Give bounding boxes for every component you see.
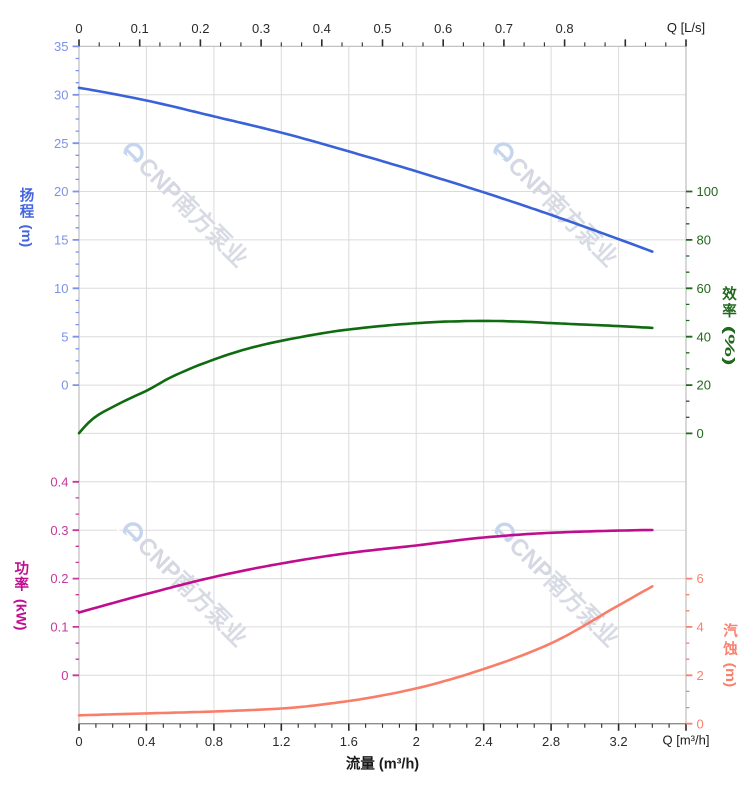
svg-text:25: 25 (54, 136, 68, 151)
svg-text:0.2: 0.2 (191, 21, 209, 36)
svg-text:0.2: 0.2 (50, 571, 68, 586)
svg-text:3.2: 3.2 (610, 734, 628, 749)
svg-text:35: 35 (54, 39, 68, 54)
svg-text:60: 60 (697, 281, 711, 296)
svg-text:0: 0 (75, 21, 82, 36)
svg-text:Q [L/s]: Q [L/s] (667, 20, 705, 35)
svg-text:100: 100 (697, 184, 719, 199)
svg-text:率: 率 (722, 302, 737, 320)
svg-text:0: 0 (697, 716, 704, 731)
svg-text:0: 0 (61, 378, 68, 393)
svg-text:(m): (m) (723, 663, 738, 688)
svg-text:扬: 扬 (20, 187, 35, 205)
svg-text:2.8: 2.8 (542, 734, 560, 749)
svg-text:Q [m³/h]: Q [m³/h] (663, 733, 710, 748)
svg-text:0.6: 0.6 (434, 21, 452, 36)
svg-text:(m): (m) (19, 225, 34, 248)
svg-text:0.5: 0.5 (373, 21, 391, 36)
svg-text:0.3: 0.3 (50, 523, 68, 538)
svg-text:效: 效 (722, 285, 737, 303)
svg-text:0.8: 0.8 (556, 21, 574, 36)
svg-text:0: 0 (697, 426, 704, 441)
svg-text:30: 30 (54, 87, 68, 102)
svg-text:20: 20 (54, 184, 68, 199)
svg-text:15: 15 (54, 233, 68, 248)
svg-text:5: 5 (61, 329, 68, 344)
svg-text:0.4: 0.4 (313, 21, 331, 36)
svg-text:0.7: 0.7 (495, 21, 513, 36)
svg-text:6: 6 (697, 571, 704, 586)
svg-text:20: 20 (697, 378, 711, 393)
svg-text:80: 80 (697, 233, 711, 248)
svg-text:1.2: 1.2 (272, 734, 290, 749)
svg-text:蚀: 蚀 (722, 640, 738, 658)
svg-text:0.1: 0.1 (50, 620, 68, 635)
svg-text:0.8: 0.8 (205, 734, 223, 749)
svg-text:4: 4 (697, 620, 704, 635)
svg-text:率: 率 (15, 576, 30, 594)
svg-text:1.6: 1.6 (340, 734, 358, 749)
svg-text:0.3: 0.3 (252, 21, 270, 36)
svg-text:0.1: 0.1 (131, 21, 149, 36)
svg-text:10: 10 (54, 281, 68, 296)
svg-text:功: 功 (15, 561, 30, 578)
svg-text:2: 2 (413, 734, 420, 749)
svg-text:(%): (%) (722, 326, 737, 366)
svg-text:40: 40 (697, 329, 711, 344)
svg-text:汽: 汽 (723, 622, 738, 640)
svg-text:(kW): (kW) (13, 599, 28, 631)
svg-text:程: 程 (20, 204, 35, 221)
svg-text:2.4: 2.4 (475, 734, 493, 749)
svg-text:2: 2 (697, 668, 704, 683)
svg-text:0.4: 0.4 (137, 734, 155, 749)
svg-text:流量 (m³/h): 流量 (m³/h) (346, 755, 419, 773)
svg-text:0: 0 (75, 734, 82, 749)
svg-text:0.4: 0.4 (50, 474, 68, 489)
svg-text:0: 0 (61, 668, 68, 683)
